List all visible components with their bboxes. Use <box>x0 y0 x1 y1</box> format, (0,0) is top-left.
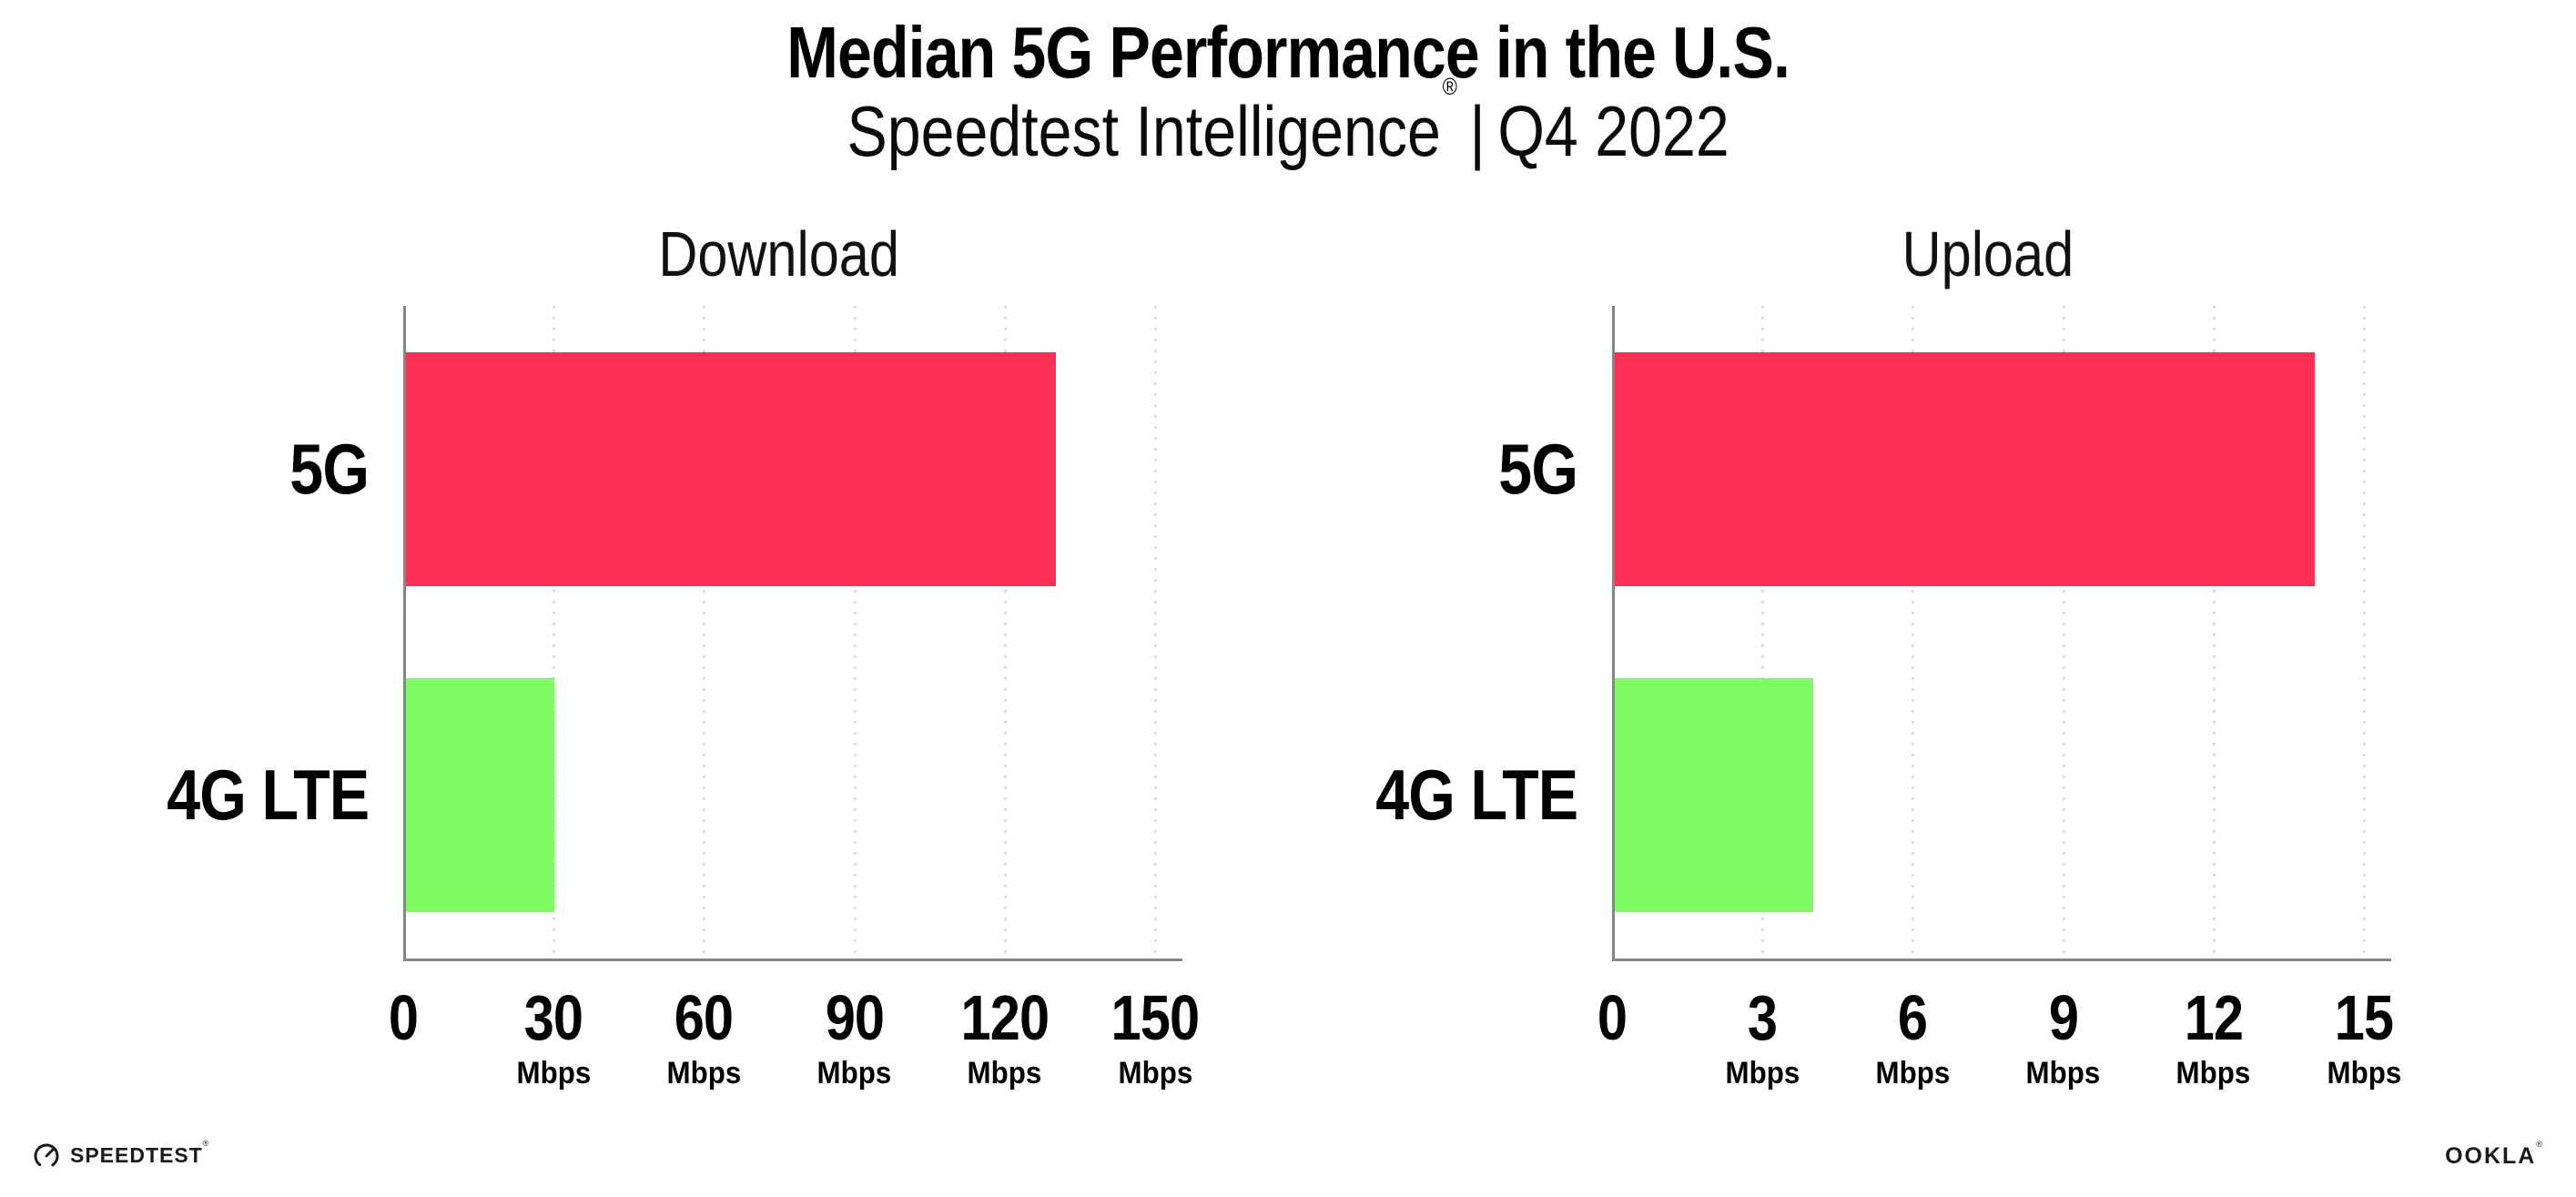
speedtest-trademark-icon: ® <box>202 1138 210 1148</box>
bar-4g-lte <box>404 678 555 913</box>
subtitle-brand: Speedtest Intelligence <box>847 91 1441 171</box>
gridline-3-mbps <box>1761 306 1765 959</box>
gridline-12-mbps <box>2212 306 2216 959</box>
x-tick-0: 0 <box>312 986 494 1050</box>
row-label-4g-lte: 4G LTE <box>166 755 370 836</box>
ookla-logo: OOKLA® <box>2445 1139 2544 1170</box>
gridline-30-mbps <box>553 306 556 959</box>
x-tick-value: 6 <box>1898 982 1928 1053</box>
x-tick-value: 120 <box>960 982 1050 1053</box>
upload-chart-panel: Upload 5G 4G LTE 0 3 Mbps 6 Mbps 9 Mbps 12 Mbps 15 M… <box>1248 218 2422 1138</box>
speedtest-logo: SPEEDTEST® <box>31 1138 210 1171</box>
x-tick-value: 0 <box>388 982 419 1053</box>
gridline-6-mbps <box>1912 306 1915 959</box>
x-tick-unit: Mbps <box>1725 1056 1800 1090</box>
x-tick-value: 90 <box>825 982 884 1053</box>
speedtest-gauge-icon <box>34 1143 59 1169</box>
x-tick-unit: Mbps <box>2175 1056 2251 1090</box>
x-tick-value: 9 <box>2048 982 2078 1053</box>
page-subtitle: Speedtest Intelligence® | Q4 2022 <box>0 74 2576 169</box>
page-title: Median 5G Performance in the U.S. <box>0 15 2576 91</box>
gridline-150-mbps <box>1154 306 1157 959</box>
gridline-15-mbps <box>2363 306 2366 959</box>
x-tick-value: 60 <box>674 982 734 1053</box>
x-tick-unit: Mbps <box>2327 1056 2401 1090</box>
page-subtitle-text: Speedtest Intelligence® | Q4 2022 <box>847 74 1729 169</box>
speedtest-logo-text: SPEEDTEST® <box>70 1138 210 1167</box>
upload-chart-title: Upload <box>1902 218 2074 289</box>
x-tick-0: 0 <box>1521 986 1703 1050</box>
x-axis-line <box>403 959 1182 961</box>
gridline-9-mbps <box>2062 306 2065 959</box>
subtitle-period: Q4 2022 <box>1497 91 1729 171</box>
x-tick-value: 12 <box>2184 982 2244 1053</box>
x-tick-60: 60 Mbps <box>613 986 795 1089</box>
registered-trademark-icon: ® <box>1442 73 1457 100</box>
row-label-4g-lte: 4G LTE <box>1374 755 1578 836</box>
x-tick-3: 3 Mbps <box>1671 986 1853 1089</box>
x-tick-unit: Mbps <box>2025 1056 2101 1090</box>
row-label-5g: 5G <box>289 428 370 509</box>
bar-5g <box>404 351 1056 586</box>
download-chart-title: Download <box>658 218 900 289</box>
x-tick-30: 30 Mbps <box>462 986 644 1089</box>
x-tick-unit: Mbps <box>1118 1056 1192 1090</box>
row-label-5g: 5G <box>1498 428 1578 509</box>
gridline-120-mbps <box>1003 306 1007 959</box>
download-plot-area <box>403 306 1157 959</box>
gridline-60-mbps <box>703 306 706 959</box>
x-tick-15: 15 Mbps <box>2273 986 2455 1089</box>
x-tick-unit: Mbps <box>1875 1056 1951 1090</box>
x-tick-unit: Mbps <box>967 1056 1042 1090</box>
x-tick-9: 9 Mbps <box>1973 986 2155 1089</box>
bar-4g-lte <box>1613 678 1814 913</box>
y-axis-line <box>1612 306 1615 959</box>
bar-5g <box>1613 351 2315 586</box>
x-tick-90: 90 Mbps <box>764 986 946 1089</box>
x-tick-6: 6 Mbps <box>1821 986 2003 1089</box>
x-tick-value: 30 <box>523 982 583 1053</box>
x-tick-120: 120 Mbps <box>914 986 1096 1089</box>
gridline-90-mbps <box>853 306 857 959</box>
x-tick-value: 0 <box>1597 982 1628 1053</box>
x-tick-unit: Mbps <box>516 1056 592 1090</box>
ookla-trademark-icon: ® <box>2536 1139 2544 1149</box>
x-tick-unit: Mbps <box>816 1056 892 1090</box>
ookla-logo-text: OOKLA® <box>2445 1139 2544 1169</box>
upload-plot-area <box>1612 306 2366 959</box>
x-tick-12: 12 Mbps <box>2123 986 2305 1089</box>
x-tick-value: 150 <box>1111 982 1201 1053</box>
x-tick-unit: Mbps <box>666 1056 742 1090</box>
download-chart-panel: Download 5G 4G LTE 0 30 Mbps 60 Mbps 90 Mbps 120 M… <box>39 218 1213 1138</box>
y-axis-line <box>403 306 406 959</box>
x-tick-value: 15 <box>2334 982 2394 1053</box>
subtitle-separator: | <box>1469 91 1486 171</box>
x-tick-value: 3 <box>1748 982 1778 1053</box>
x-tick-150: 150 Mbps <box>1064 986 1246 1089</box>
x-axis-line <box>1612 959 2391 961</box>
page-title-text: Median 5G Performance in the U.S. <box>786 12 1790 93</box>
